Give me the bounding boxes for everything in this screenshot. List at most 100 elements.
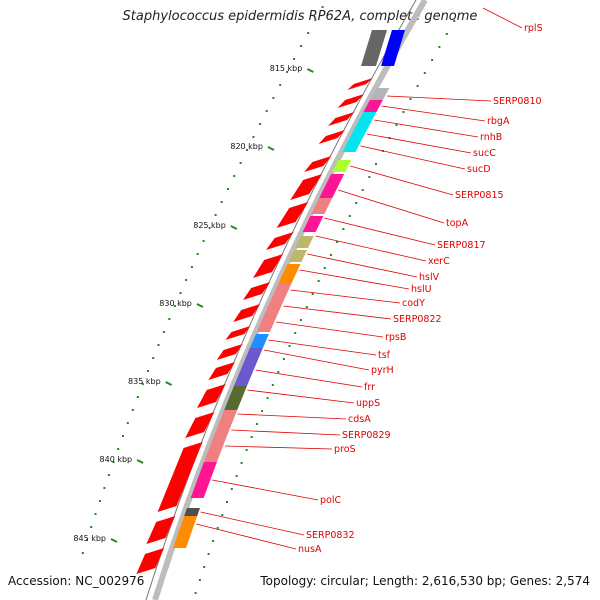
gc-dot	[233, 175, 236, 177]
red-gene-arrow	[276, 202, 309, 228]
red-gene-arrow	[136, 548, 165, 574]
skew-dot	[299, 319, 302, 321]
gc-dot	[265, 110, 268, 112]
gc-dot	[131, 409, 134, 411]
gene-labels: rplS SERP0810 rbgA rnhB sucC sucD SERP0815 topA…	[298, 23, 543, 555]
tick-mark	[196, 303, 204, 308]
gene-label-serp0817: SERP0817	[437, 240, 486, 251]
skew-dot	[198, 579, 201, 581]
gc-skew-dots	[81, 6, 456, 594]
skew-dot	[342, 228, 345, 230]
gc-dot	[162, 331, 165, 333]
gc-dot	[152, 357, 155, 359]
gc-dot	[94, 513, 97, 515]
gc-dot	[239, 162, 242, 164]
gene-block-top-blue	[381, 30, 405, 66]
skew-dot	[409, 98, 412, 100]
gc-dot	[300, 45, 303, 47]
gene-label-topa: topA	[446, 218, 469, 229]
skew-dot	[311, 293, 314, 295]
gene-label-frr: frr	[364, 382, 375, 393]
gc-dot	[81, 552, 84, 554]
topology-text: Topology: circular; Length: 2,616,530 bp…	[260, 574, 590, 588]
gene-label-serp0822: SERP0822	[393, 314, 442, 325]
gene-label-cody: codY	[402, 298, 425, 309]
gc-dot	[157, 344, 160, 346]
leader-line	[307, 253, 418, 278]
gc-dot	[107, 474, 110, 476]
tick-mark	[306, 68, 314, 73]
skew-dot	[282, 358, 285, 360]
leader-line	[276, 321, 384, 338]
gene-label-rnhb: rnhB	[480, 132, 502, 143]
skew-dot	[271, 384, 274, 386]
skew-dot	[226, 501, 228, 503]
gc-dot	[103, 487, 106, 489]
leader-line	[387, 95, 492, 102]
skew-dot	[368, 176, 371, 178]
gene-block-frr	[245, 348, 263, 358]
red-gene-arrow	[146, 516, 176, 544]
gc-dot	[279, 84, 282, 86]
gene-block-upps	[233, 358, 259, 386]
leader-line	[374, 119, 479, 138]
gene-block-topa	[319, 174, 345, 198]
gc-dot	[286, 71, 289, 73]
skew-dot	[216, 527, 219, 529]
gc-dot	[173, 305, 176, 307]
gc-dot	[307, 32, 310, 34]
leader-line	[247, 389, 355, 404]
gene-block-succ	[348, 128, 368, 140]
leader-line	[231, 429, 341, 436]
gene-block-serp0810	[369, 88, 390, 100]
gc-dot	[98, 500, 101, 502]
skew-dot	[445, 33, 448, 35]
gc-dot	[214, 214, 217, 216]
gene-block-hslv	[295, 236, 314, 248]
leader-line	[290, 289, 401, 304]
red-gene-arrow	[328, 112, 355, 126]
gene-block-cody	[278, 264, 301, 284]
gene-block-pyrh	[249, 334, 269, 348]
gc-dot	[122, 435, 124, 437]
gene-block-rpsb	[263, 300, 284, 316]
gc-dot	[90, 526, 93, 528]
gc-dot	[85, 539, 88, 541]
skew-dot	[245, 449, 248, 451]
gene-label-xerc: xerC	[428, 256, 450, 267]
skew-dot	[438, 46, 441, 48]
skew-dot	[336, 241, 339, 243]
gene-block-sucd	[342, 140, 362, 152]
gene-label-pros: proS	[334, 444, 356, 455]
skew-dot	[255, 423, 258, 425]
gene-block-top-grey	[361, 30, 387, 66]
skew-dot	[329, 254, 332, 256]
gc-dot	[208, 227, 211, 229]
gc-dot	[179, 292, 182, 294]
skew-dot	[361, 189, 364, 191]
gene-label-nusa: nusA	[298, 544, 322, 555]
gc-dot	[246, 149, 248, 151]
skew-dot	[317, 280, 320, 282]
skew-dot	[277, 371, 280, 373]
skew-dot	[423, 72, 426, 74]
gene-label-polc: polC	[320, 495, 341, 506]
leader-line	[283, 305, 392, 320]
leader-line	[225, 445, 333, 450]
red-gene-arrow	[208, 362, 235, 380]
skew-dot	[203, 566, 206, 568]
gene-block-hslu	[288, 250, 308, 262]
tick-label: 830 kbp	[159, 299, 192, 308]
red-gene-arrow	[337, 94, 365, 108]
leader-line	[360, 145, 466, 170]
tick-mark	[136, 459, 144, 464]
gc-dot	[141, 383, 144, 385]
skew-dot	[453, 20, 456, 22]
leader-line	[200, 511, 305, 536]
tick-label: 840 kbp	[100, 455, 133, 464]
red-gene-arrows	[136, 78, 373, 574]
red-gene-arrow	[253, 254, 284, 278]
leader-line	[482, 7, 523, 29]
gc-dot	[196, 253, 199, 255]
